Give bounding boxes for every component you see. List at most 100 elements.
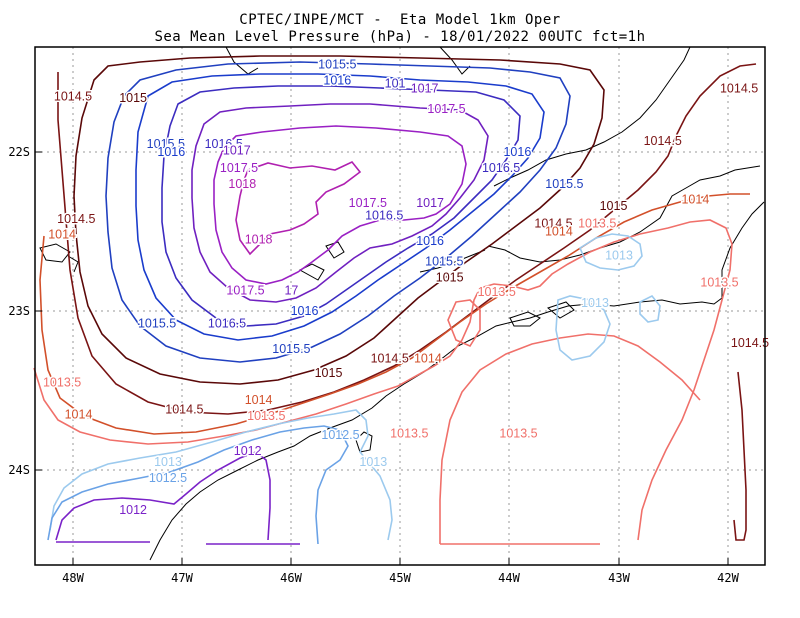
coastline-top-2 [439,46,471,75]
isobar-label: 1015 [119,91,147,105]
isobar-1014-5-east [733,371,747,541]
isobar-label: 1013 [359,455,387,469]
isobar-label: 1013 [605,248,633,262]
isobar-label: 1015.5 [318,58,356,72]
y-tick-labels: 22S 23S 24S [8,145,30,477]
isobar-label: 1014.5 [57,212,95,226]
isobar-label: 1016.5 [208,317,246,331]
isobar-label: 1017 [416,196,444,210]
isobar-label: 1018 [228,177,256,191]
isobar-label: 1014 [65,407,93,421]
map-subtitle: Sea Mean Level Pressure (hPa) - 18/01/20… [154,29,646,45]
isobar-1012-base [56,541,300,545]
island-bay-1 [509,311,541,327]
isobar-label: 1015.5 [425,255,463,269]
isobar-label: 1014.5 [371,352,409,366]
isobar-1017 [191,103,489,303]
isobar-label: 1014 [245,393,273,407]
x-tick-label: 48W [62,571,84,585]
isobar-label: 1014 [681,193,709,207]
y-tick-label: 23S [8,304,30,318]
isobar-1013-bay [578,233,643,271]
x-tick-label: 43W [608,571,630,585]
isobar-label: 1017 [411,81,439,95]
isobar-1017-5 [213,125,467,285]
isobars [33,55,757,545]
isobar-label: 1012.5 [149,471,187,485]
isobar-1013-5-south [439,333,701,544]
isobar-label: 1017 [223,143,251,157]
isobar-label: 1014 [414,352,442,366]
isobar-label: 1014.5 [720,81,758,95]
x-tick-label: 47W [171,571,193,585]
x-tick-label: 45W [389,571,411,585]
x-tick-labels: 48W 47W 46W 45W 44W 43W 42W [62,571,739,585]
isobar-label: 1016 [291,304,319,318]
isobar-1013-east [639,294,661,323]
isobar-label: 1015 [436,271,464,285]
island-southwest [39,243,71,263]
isobar-label: 1016.5 [365,209,403,223]
isobar-label: 1014.5 [534,217,572,231]
isobar-label: 1013.5 [478,285,516,299]
y-tick-label: 22S [8,145,30,159]
isobar-1016 [135,73,545,341]
isobar-label: 1013.5 [43,376,81,390]
isobar-label: 1013 [154,455,182,469]
isobar-label: 1017.5 [349,196,387,210]
x-tick-label: 42W [717,571,739,585]
isobar-1013 [49,409,393,541]
isobar-label: 1015.5 [138,317,176,331]
isobar-label: 1015.5 [272,342,310,356]
island-ilhabela [355,431,373,453]
isobar-label: 1016 [416,234,444,248]
isobar-label: 1016 [503,145,531,159]
coastline-small-1 [298,263,325,281]
isobar-1014 [39,193,750,435]
isobar-label: 1018 [245,233,273,247]
tick-marks [35,151,729,565]
isobar-label: 1013.5 [700,275,738,289]
isobar-label: 1012 [119,503,147,517]
isobar-label: 1014.5 [644,134,682,148]
isobar-label: 1014.5 [165,403,203,417]
map-title: CPTEC/INPE/MCT - Eta Model 1km Oper [239,12,561,28]
coastline-top-1 [225,46,259,75]
island-bay-2 [546,301,575,319]
isobar-label: 1016 [323,74,351,88]
island-west [67,255,79,273]
isobar-label: 1013.5 [499,426,537,440]
x-tick-label: 46W [280,571,302,585]
isobar-label: 1013 [581,296,609,310]
isobar-label: 17 [284,283,298,297]
isobar-label: 1013.5 [390,426,428,440]
isobar-1016-5 [161,85,521,327]
isobar-label: 1015 [600,199,628,213]
isobar-label: 1017.5 [220,161,258,175]
isobar-label: 1012.5 [321,428,359,442]
isobar-1014-5-west [57,63,757,415]
isobar-label: 1013.5 [578,217,616,231]
isobar-label: 1016.5 [205,137,243,151]
isobar-label: 1012 [234,444,262,458]
isobar-1013-5-bay [447,299,481,348]
isobar-1015-5 [105,61,571,363]
isobar-label: 1015 [315,366,343,380]
isobar-labels: 1014.5 1015 1015.5 1016.5 1016 1017 1017.5 1015… [41,56,770,518]
isobar-label: 101 [385,77,406,91]
isobar-label: 1013.5 [247,409,285,423]
isobar-1018 [235,161,362,256]
y-tick-label: 24S [8,463,30,477]
isobar-label: 1017.5 [226,283,264,297]
isobar-1015 [73,55,605,385]
isobar-1012-5 [47,425,349,545]
isobar-label: 1014.5 [731,336,769,350]
isobar-label: 1015.5 [147,137,185,151]
x-tick-label: 44W [498,571,520,585]
isobar-label: 1016 [157,145,185,159]
isobar-label: 1014 [48,228,76,242]
isobar-label: 1016.5 [482,161,520,175]
isobar-label: 1014 [545,225,573,239]
coastline-north [493,46,691,187]
